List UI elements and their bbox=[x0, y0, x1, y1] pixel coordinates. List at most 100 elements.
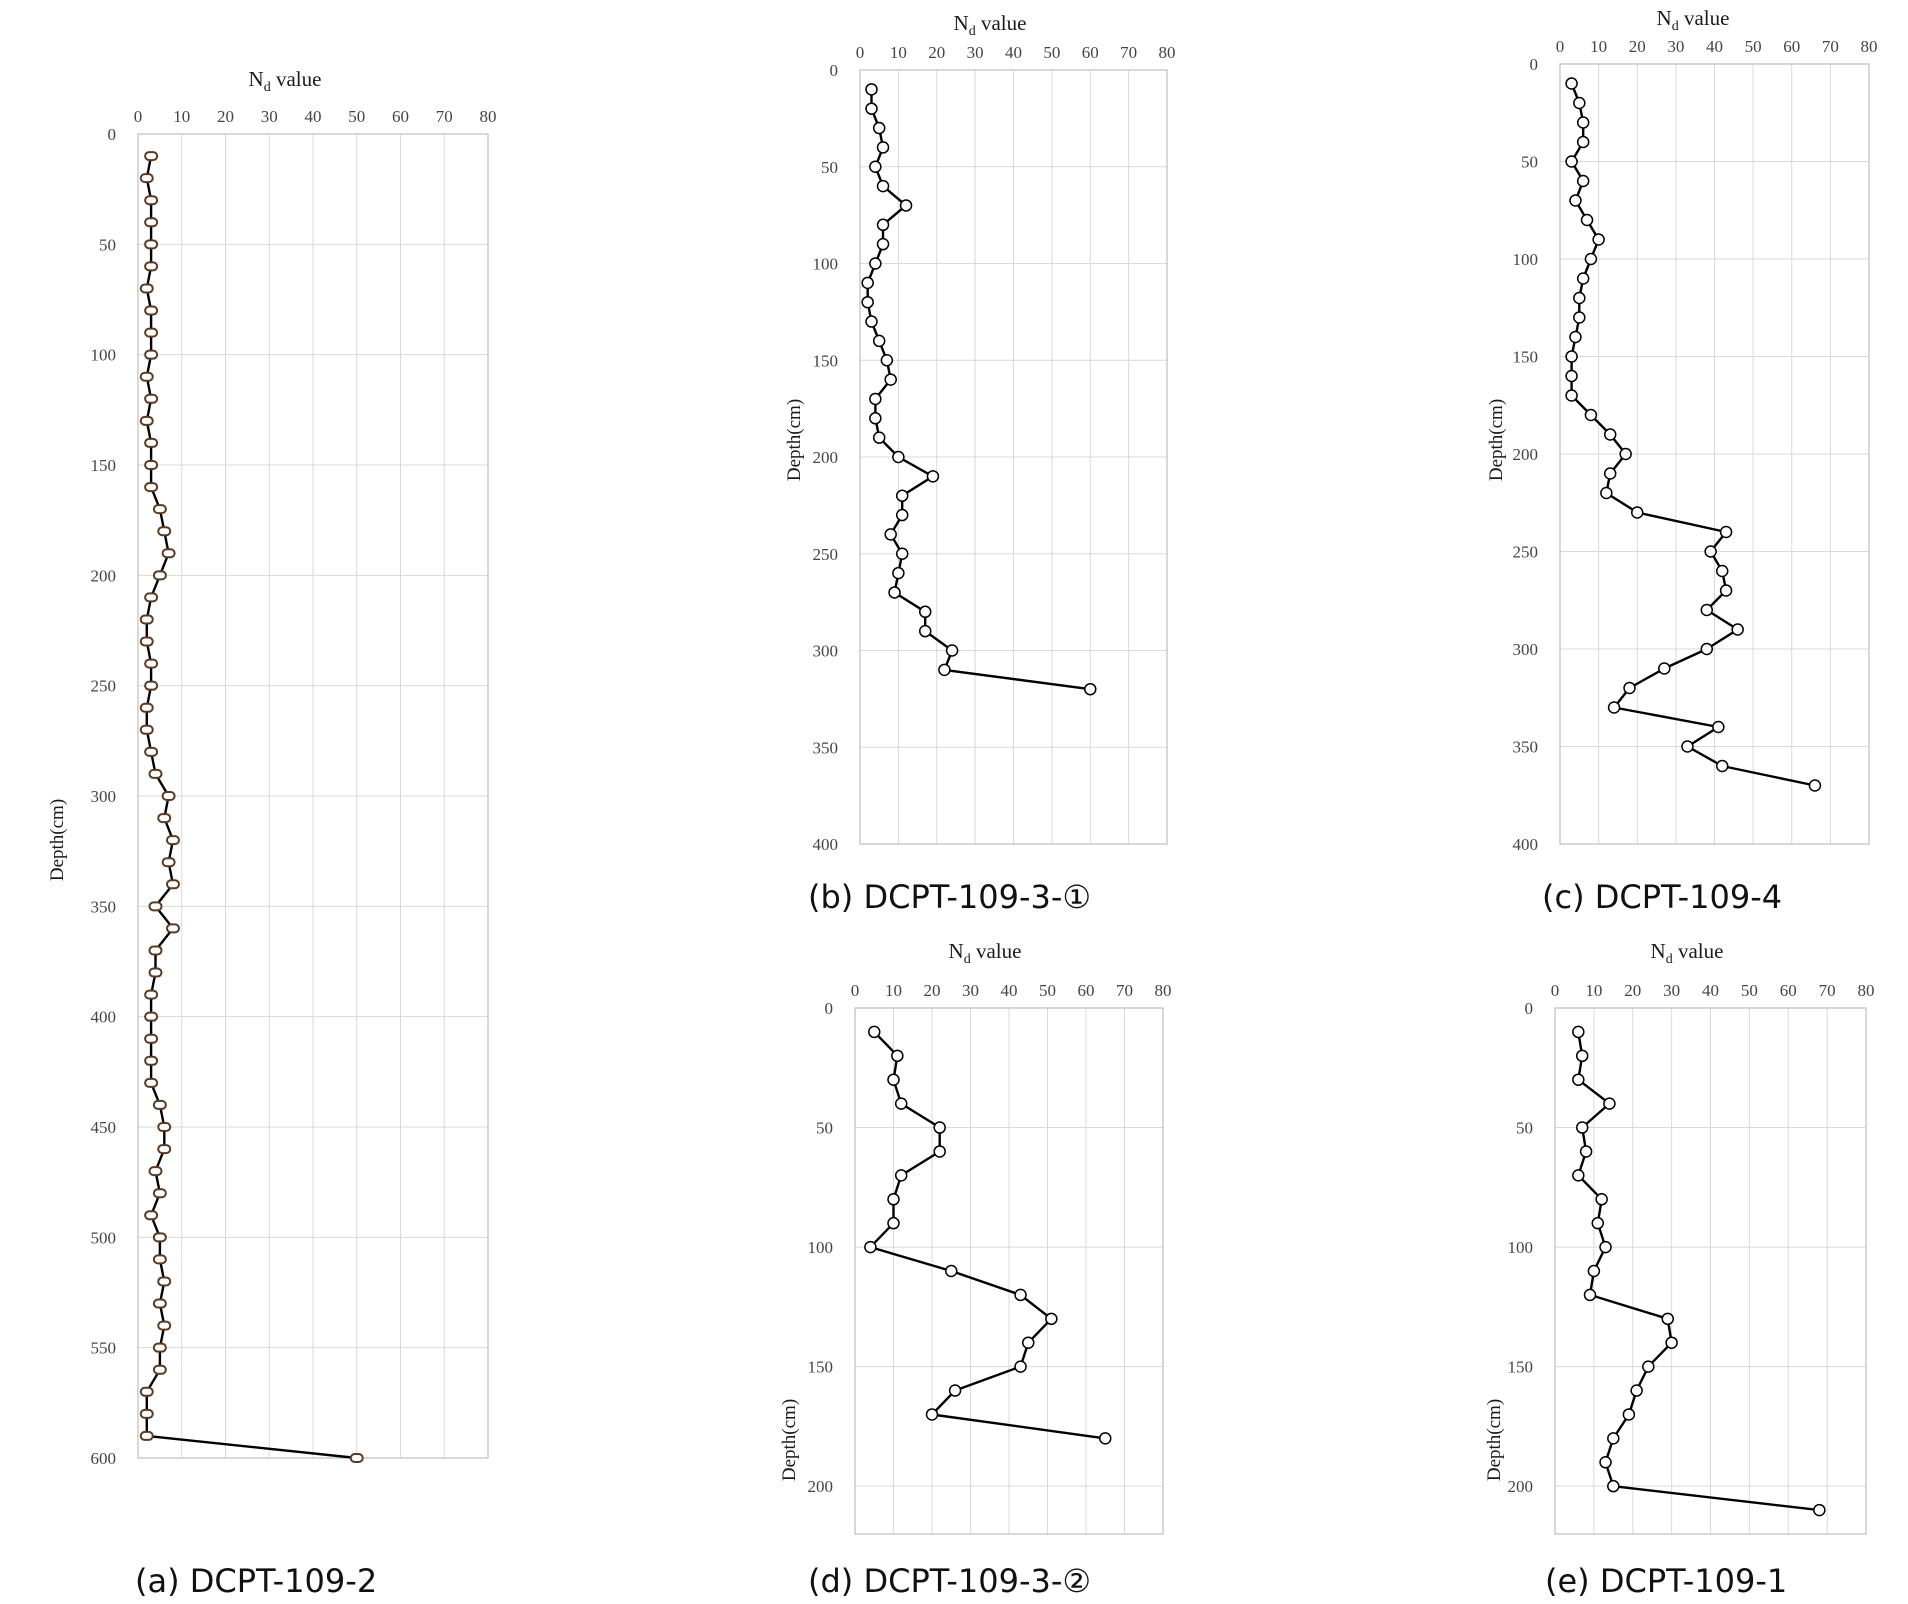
data-point bbox=[139, 636, 154, 647]
x-axis-title: Nd value bbox=[949, 939, 1022, 967]
data-point bbox=[1572, 1073, 1585, 1086]
x-tick-label: 80 bbox=[1159, 43, 1176, 62]
data-point bbox=[1603, 428, 1617, 441]
x-tick-label: 30 bbox=[1663, 981, 1680, 1000]
x-tick-label: 10 bbox=[890, 43, 907, 62]
x-axis-title: Nd value bbox=[1651, 939, 1724, 967]
data-point bbox=[945, 1264, 958, 1278]
data-point bbox=[884, 528, 897, 541]
data-point bbox=[144, 1033, 159, 1044]
data-point bbox=[1580, 213, 1594, 227]
data-point bbox=[1715, 564, 1729, 578]
data-point bbox=[144, 305, 159, 316]
y-tick-label: 400 bbox=[1513, 835, 1539, 854]
y-tick-label: 200 bbox=[813, 448, 839, 467]
data-point bbox=[1731, 623, 1744, 636]
panel-caption: (c) DCPT-109-4 bbox=[1542, 878, 1782, 916]
data-point bbox=[869, 412, 882, 425]
x-axis-title-main: N bbox=[1657, 6, 1672, 30]
data-point bbox=[349, 1453, 364, 1463]
data-point bbox=[899, 199, 913, 212]
x-tick-label: 0 bbox=[856, 43, 865, 62]
y-tick-label: 350 bbox=[91, 897, 117, 916]
data-point bbox=[948, 1384, 962, 1397]
data-point bbox=[872, 334, 886, 348]
data-point bbox=[1607, 1479, 1620, 1493]
x-tick-label: 50 bbox=[1039, 981, 1056, 1000]
data-point bbox=[868, 1025, 881, 1039]
x-axis-title-rest: value bbox=[271, 67, 322, 91]
x-tick-label: 70 bbox=[1819, 981, 1836, 1000]
data-point bbox=[144, 592, 159, 603]
data-point bbox=[139, 614, 154, 625]
x-tick-label: 30 bbox=[962, 981, 979, 1000]
y-tick-label: 600 bbox=[91, 1449, 117, 1468]
data-point bbox=[139, 702, 154, 713]
data-point bbox=[144, 1011, 159, 1022]
y-tick-label: 200 bbox=[1513, 445, 1539, 464]
y-tick-label: 50 bbox=[821, 158, 838, 177]
data-point bbox=[1573, 291, 1586, 305]
data-point bbox=[1576, 272, 1590, 285]
data-point bbox=[157, 526, 172, 537]
y-tick-label: 250 bbox=[91, 677, 117, 696]
data-point bbox=[1565, 155, 1578, 168]
y-axis-title: Depth(cm) bbox=[47, 799, 68, 881]
data-point bbox=[1719, 525, 1733, 539]
data-point bbox=[161, 857, 176, 868]
y-tick-label: 350 bbox=[813, 738, 839, 757]
x-tick-label: 0 bbox=[1551, 981, 1560, 1000]
y-tick-label: 500 bbox=[91, 1228, 117, 1247]
data-point bbox=[144, 1077, 159, 1088]
x-tick-label: 60 bbox=[1082, 43, 1099, 62]
data-point bbox=[144, 1055, 159, 1066]
x-tick-label: 30 bbox=[261, 107, 278, 126]
data-point bbox=[1084, 682, 1097, 696]
y-tick-label: 200 bbox=[91, 566, 117, 585]
data-point bbox=[1600, 486, 1613, 500]
data-point bbox=[1569, 194, 1582, 207]
chart-panel-1: 0 10 20 30 40 50 60 70 80 0 50 100 150 200 250 300 350 40… bbox=[47, 67, 497, 1600]
x-tick-label: 70 bbox=[1116, 981, 1133, 1000]
y-tick-label: 150 bbox=[1508, 1358, 1534, 1377]
data-point bbox=[144, 327, 159, 338]
y-tick-label: 250 bbox=[1513, 543, 1539, 562]
panel-caption: (d) DCPT-109-3-② bbox=[808, 1562, 1091, 1600]
y-tick-label: 150 bbox=[91, 456, 117, 475]
x-tick-label: 20 bbox=[924, 981, 941, 1000]
data-point bbox=[926, 470, 940, 483]
data-point bbox=[1579, 1145, 1593, 1158]
x-tick-label: 0 bbox=[1556, 37, 1565, 56]
data-point bbox=[869, 392, 882, 406]
data-point bbox=[1576, 174, 1590, 188]
data-point bbox=[1573, 96, 1586, 110]
plot-frame bbox=[859, 69, 1168, 845]
data-point bbox=[1712, 720, 1725, 734]
y-tick-label: 0 bbox=[825, 999, 834, 1018]
panel-caption: (e) DCPT-109-1 bbox=[1545, 1562, 1787, 1600]
x-tick-label: 50 bbox=[1043, 43, 1060, 62]
data-point bbox=[891, 1049, 904, 1063]
y-axis-title: Depth(cm) bbox=[1486, 399, 1507, 481]
x-tick-label: 40 bbox=[1702, 981, 1719, 1000]
data-point bbox=[1591, 1216, 1605, 1230]
x-tick-label: 20 bbox=[1629, 37, 1646, 56]
data-point bbox=[945, 644, 959, 657]
x-tick-label: 40 bbox=[1005, 43, 1022, 62]
y-axis-title: Depth(cm) bbox=[1484, 1399, 1505, 1481]
data-point bbox=[876, 179, 890, 193]
data-point bbox=[1813, 1503, 1826, 1517]
data-point bbox=[1014, 1288, 1027, 1302]
data-point bbox=[1619, 447, 1632, 461]
data-point bbox=[1681, 740, 1694, 753]
x-tick-label: 40 bbox=[1001, 981, 1018, 1000]
x-tick-label: 20 bbox=[217, 107, 234, 126]
y-tick-label: 0 bbox=[830, 61, 839, 80]
data-point bbox=[144, 460, 159, 470]
data-point bbox=[152, 1298, 167, 1309]
x-tick-label: 60 bbox=[1078, 981, 1095, 1000]
data-point bbox=[1014, 1360, 1027, 1373]
x-tick-label: 20 bbox=[1624, 981, 1641, 1000]
y-axis-title: Depth(cm) bbox=[779, 1399, 800, 1481]
x-tick-label: 10 bbox=[885, 981, 902, 1000]
